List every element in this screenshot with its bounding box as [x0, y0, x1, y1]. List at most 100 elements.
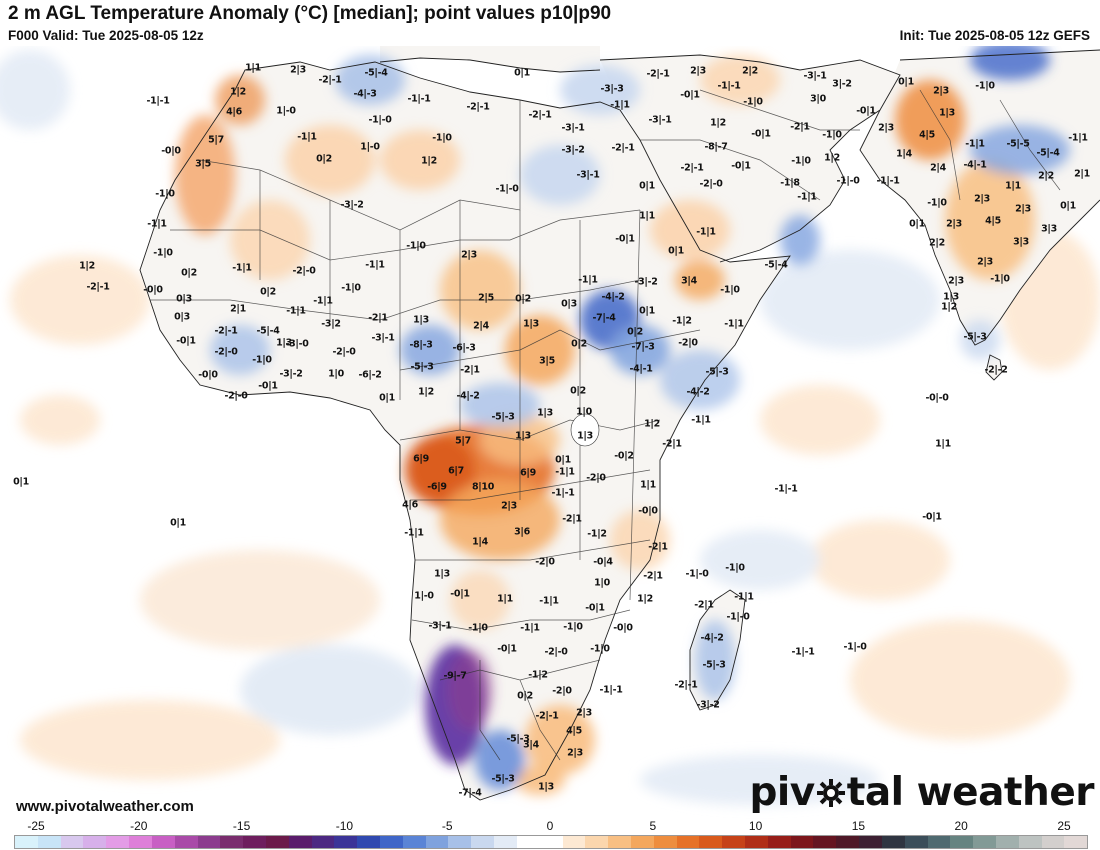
point-value: -1|1: [578, 274, 598, 286]
point-value: -6|-2: [358, 369, 382, 381]
point-value: -2|1: [368, 312, 388, 324]
colorbar-swatch: [630, 836, 654, 848]
colorbar-swatch: [243, 836, 266, 848]
point-value: -2|1: [562, 513, 582, 525]
point-value: -1|-0: [836, 175, 860, 187]
point-value: 1|1: [497, 593, 513, 605]
point-value: -0|1: [922, 511, 942, 523]
point-value: 0|1: [13, 476, 29, 488]
point-value: -1|0: [341, 282, 361, 294]
point-value: -0|1: [680, 89, 700, 101]
point-value: 3|4: [523, 739, 539, 751]
point-value: 2|3: [567, 747, 583, 759]
point-value: -2|-1: [214, 325, 238, 337]
point-value: -3|-2: [279, 368, 303, 380]
point-value: -1|1: [610, 99, 630, 111]
point-value: -9|-7: [443, 670, 467, 682]
point-value: -2|-1: [680, 162, 704, 174]
point-value: -2|-2: [984, 364, 1008, 376]
point-value: -1|-1: [407, 93, 431, 105]
point-value: 2|3: [461, 249, 477, 261]
brand-text-right: tal weather: [846, 770, 1095, 815]
point-value: 3|-2: [832, 78, 852, 90]
colorbar-swatch: [562, 836, 586, 848]
point-value: 1|2: [421, 155, 437, 167]
point-value: -0|0: [198, 369, 218, 381]
point-value: 1|4: [896, 148, 912, 160]
point-value: 0|1: [170, 517, 186, 529]
coastline-layer: [139, 49, 1100, 801]
map-canvas: [0, 46, 1100, 819]
colorbar-tick-label: 20: [954, 819, 968, 833]
point-value: -3|-2: [696, 699, 720, 711]
point-value: 1|3: [413, 314, 429, 326]
point-value: 0|1: [639, 180, 655, 192]
point-value: -0|0: [161, 145, 181, 157]
point-value: -2|0: [678, 337, 698, 349]
point-value: 2|1: [1074, 168, 1090, 180]
point-value: -3|-1: [428, 620, 452, 632]
point-value: -3|-1: [803, 70, 827, 82]
point-value: 1|0: [576, 406, 592, 418]
point-value: -1|1: [520, 622, 540, 634]
point-value: -1|1: [734, 591, 754, 603]
colorbar-swatch: [1064, 836, 1088, 848]
point-value: -0|1: [615, 233, 635, 245]
init-time: Init: Tue 2025-08-05 12z GEFS: [899, 28, 1090, 43]
point-value: -0|2: [614, 450, 634, 462]
point-value: -1|-0: [843, 641, 867, 653]
point-value: -1|2: [587, 528, 607, 540]
map-area[interactable]: 2|3 -2|-1 -5|-4 1|1 0|1 -2|-1 2|3 2|2 -3|-1 0|1 -1…: [0, 46, 1100, 819]
point-value: -1|-1: [551, 487, 575, 499]
colorbar-ticks: -25 -20 -15 -10 -5 0 5 10 15 20 25: [0, 819, 1100, 835]
point-value: -2|-0: [224, 390, 248, 402]
point-value: 0|2: [316, 153, 332, 165]
point-value: -4|-1: [963, 159, 987, 171]
point-value: -5|-3: [491, 411, 515, 423]
point-value: -1|0: [432, 132, 452, 144]
point-value: -1|0: [720, 284, 740, 296]
colorbar-swatch: [585, 836, 609, 848]
point-value: 1|3: [577, 430, 593, 442]
point-value: 3|5: [539, 355, 555, 367]
point-value: -1|1: [539, 595, 559, 607]
point-value: -1|0: [252, 354, 272, 366]
point-value: 2|3: [290, 64, 306, 76]
point-value: -5|-3: [963, 331, 987, 343]
point-value: -3|-1: [576, 169, 600, 181]
point-value: 1|2: [710, 117, 726, 129]
colorbar-swatch: [767, 836, 791, 848]
colorbar-swatch: [197, 836, 221, 848]
point-value: -1|1: [797, 191, 817, 203]
point-value: 0|1: [639, 305, 655, 317]
website-url: www.pivotalweather.com: [16, 798, 194, 815]
point-value: -2|-0: [292, 265, 316, 277]
point-value: -2|1: [694, 599, 714, 611]
colorbar-swatch: [220, 836, 244, 848]
colorbar-swatch: [653, 836, 677, 848]
point-value: 0|2: [571, 338, 587, 350]
point-value: -1|-1: [146, 95, 170, 107]
point-value: -1|-0: [685, 568, 709, 580]
point-value: -7|-3: [631, 341, 655, 353]
point-value: 3|6: [514, 526, 530, 538]
point-value: -1|1: [365, 259, 385, 271]
colorbar-tick-label: 5: [649, 819, 657, 833]
valid-time: F000 Valid: Tue 2025-08-05 12z: [8, 28, 204, 43]
point-value: -7|-4: [458, 787, 482, 799]
point-value: -3|-2: [561, 144, 585, 156]
point-value: -1|0: [153, 247, 173, 259]
colorbar-tick-label: -10: [335, 819, 354, 833]
point-value: -1|1: [404, 527, 424, 539]
point-value: 0|1: [514, 67, 530, 79]
point-value: -3|-1: [648, 114, 672, 126]
point-value: -2|-1: [646, 68, 670, 80]
point-value: 3|0: [810, 93, 826, 105]
point-value: -8|-3: [409, 339, 433, 351]
point-value: -1|2: [672, 315, 692, 327]
point-value: 2|3: [946, 218, 962, 230]
point-value: -1|0: [927, 197, 947, 209]
colorbar-swatch: [790, 836, 814, 848]
point-value: -1|-1: [599, 684, 623, 696]
colorbar-swatch: [380, 836, 403, 848]
